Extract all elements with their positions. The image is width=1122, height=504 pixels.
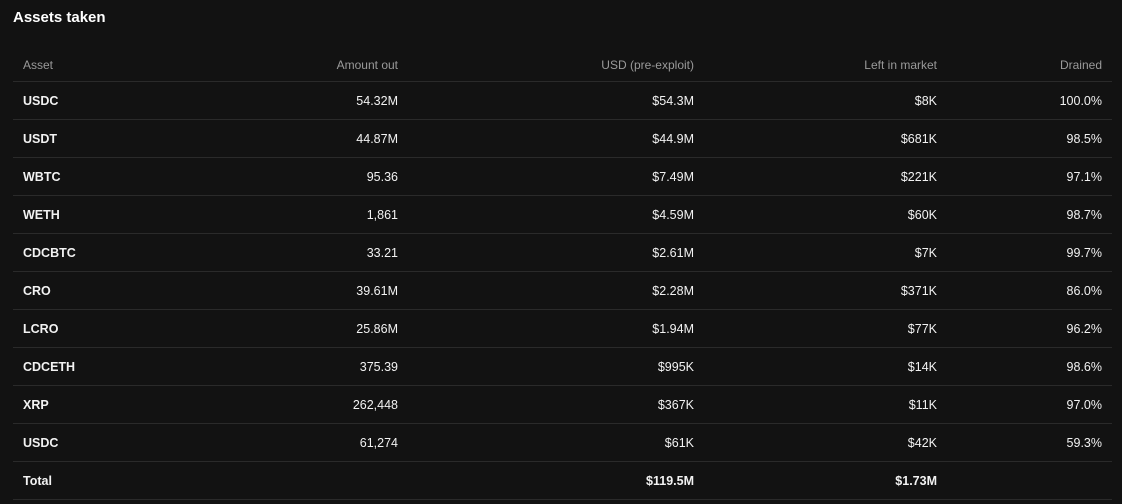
table-cell: 98.5%	[1066, 131, 1102, 146]
table-cell: $7K	[914, 245, 937, 260]
table-row: LCRO 25.86M $1.94M $77K 96.2%	[13, 310, 1112, 348]
table-cell: 95.36	[366, 169, 398, 184]
table-cell: 99.7%	[1066, 245, 1102, 260]
asset-name: WETH	[23, 207, 60, 222]
asset-name: LCRO	[23, 321, 59, 336]
table-row: CDCBTC 33.21 $2.61M $7K 99.7%	[13, 234, 1112, 272]
table-cell: $8K	[914, 93, 937, 108]
table-cell: 1,861	[366, 207, 398, 222]
table-cell: $54.3M	[652, 93, 694, 108]
total-usd: $119.5M	[646, 473, 694, 488]
table-cell: $4.59M	[652, 207, 694, 222]
total-left: $1.73M	[895, 473, 937, 488]
table-cell: 39.61M	[356, 283, 398, 298]
table-row: CDCETH 375.39 $995K $14K 98.6%	[13, 348, 1112, 386]
table-row: USDC 54.32M $54.3M $8K 100.0%	[13, 82, 1112, 120]
table-cell: $2.28M	[652, 283, 694, 298]
asset-name: CRO	[23, 283, 51, 298]
asset-name: CDCETH	[23, 359, 76, 374]
table-cell: $221K	[900, 169, 937, 184]
table-row: USDC 61,274 $61K $42K 59.3%	[13, 424, 1112, 462]
table-cell: 262,448	[352, 397, 398, 412]
table-cell: 100.0%	[1059, 93, 1102, 108]
table-cell: 25.86M	[356, 321, 398, 336]
table-row: XRP 262,448 $367K $11K 97.0%	[13, 386, 1112, 424]
asset-name: XRP	[23, 397, 49, 412]
table-cell: $681K	[900, 131, 937, 146]
total-label: Total	[23, 473, 52, 488]
table-cell: $44.9M	[652, 131, 694, 146]
table-cell: 61,274	[359, 435, 398, 450]
table-cell: $60K	[907, 207, 937, 222]
table-cell: 54.32M	[356, 93, 398, 108]
column-header: Left in market	[864, 57, 937, 72]
asset-name: USDT	[23, 131, 58, 146]
table-row: CRO 39.61M $2.28M $371K 86.0%	[13, 272, 1112, 310]
table-cell: 98.6%	[1066, 359, 1102, 374]
table-cell: 375.39	[359, 359, 398, 374]
table-cell: 44.87M	[356, 131, 398, 146]
header-row: Asset Amount out USD (pre-exploit) Left in …	[13, 48, 1112, 82]
table-cell: $11K	[908, 397, 937, 412]
table-cell: 33.21	[366, 245, 398, 260]
table-cell: $7.49M	[652, 169, 694, 184]
table-cell: $2.61M	[652, 245, 694, 260]
section-title: Assets taken	[13, 9, 106, 26]
table-row: WETH 1,861 $4.59M $60K 98.7%	[13, 196, 1112, 234]
table-cell: $14K	[907, 359, 937, 374]
table: Asset Amount out USD (pre-exploit) Left in …	[13, 48, 1112, 500]
column-header: Amount out	[336, 57, 398, 72]
column-header: Drained	[1059, 57, 1102, 72]
table-cell: 86.0%	[1066, 283, 1102, 298]
table-cell: 98.7%	[1066, 207, 1102, 222]
table-cell: $1.94M	[652, 321, 694, 336]
total-row: Total $119.5M $1.73M	[13, 462, 1112, 500]
asset-name: USDC	[23, 93, 59, 108]
table-cell: $995K	[657, 359, 694, 374]
table-cell: $77K	[907, 321, 937, 336]
table-cell: 97.1%	[1066, 169, 1102, 184]
table-cell: $61K	[664, 435, 694, 450]
column-header: USD (pre-exploit)	[601, 57, 694, 72]
table-cell: $371K	[900, 283, 937, 298]
table-row: USDT 44.87M $44.9M $681K 98.5%	[13, 120, 1112, 158]
asset-name: CDCBTC	[23, 245, 76, 260]
table-cell: 97.0%	[1066, 397, 1102, 412]
asset-name: WBTC	[23, 169, 61, 184]
asset-name: USDC	[23, 435, 59, 450]
table-cell: $367K	[657, 397, 694, 412]
table-cell: 59.3%	[1066, 435, 1102, 450]
table-cell: $42K	[907, 435, 937, 450]
table-row: WBTC 95.36 $7.49M $221K 97.1%	[13, 158, 1112, 196]
column-header: Asset	[23, 57, 54, 72]
table-cell: 96.2%	[1066, 321, 1102, 336]
